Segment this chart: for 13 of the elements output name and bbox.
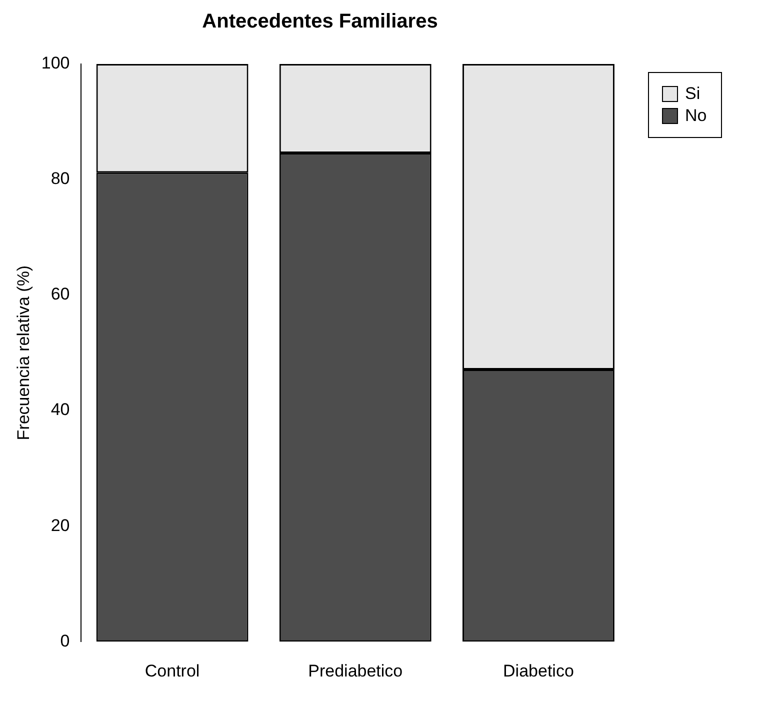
y-tick-label: 0 (60, 631, 70, 650)
chart-title: Antecedentes Familiares (202, 10, 438, 33)
y-tick-label: 100 (41, 54, 70, 73)
y-tick-label: 60 (50, 284, 70, 304)
y-tick-label: 20 (50, 516, 70, 535)
y-tick-label: 80 (50, 169, 70, 188)
x-tick-label: Prediabetico (308, 661, 403, 680)
legend-label: Si (685, 83, 700, 105)
x-tick-label: Diabetico (503, 661, 574, 680)
y-tick-label: 40 (50, 400, 70, 420)
y-axis-title: Frecuencia relativa (%) (14, 265, 33, 440)
x-tick-label: Control (144, 661, 200, 680)
legend-label: No (685, 105, 707, 127)
